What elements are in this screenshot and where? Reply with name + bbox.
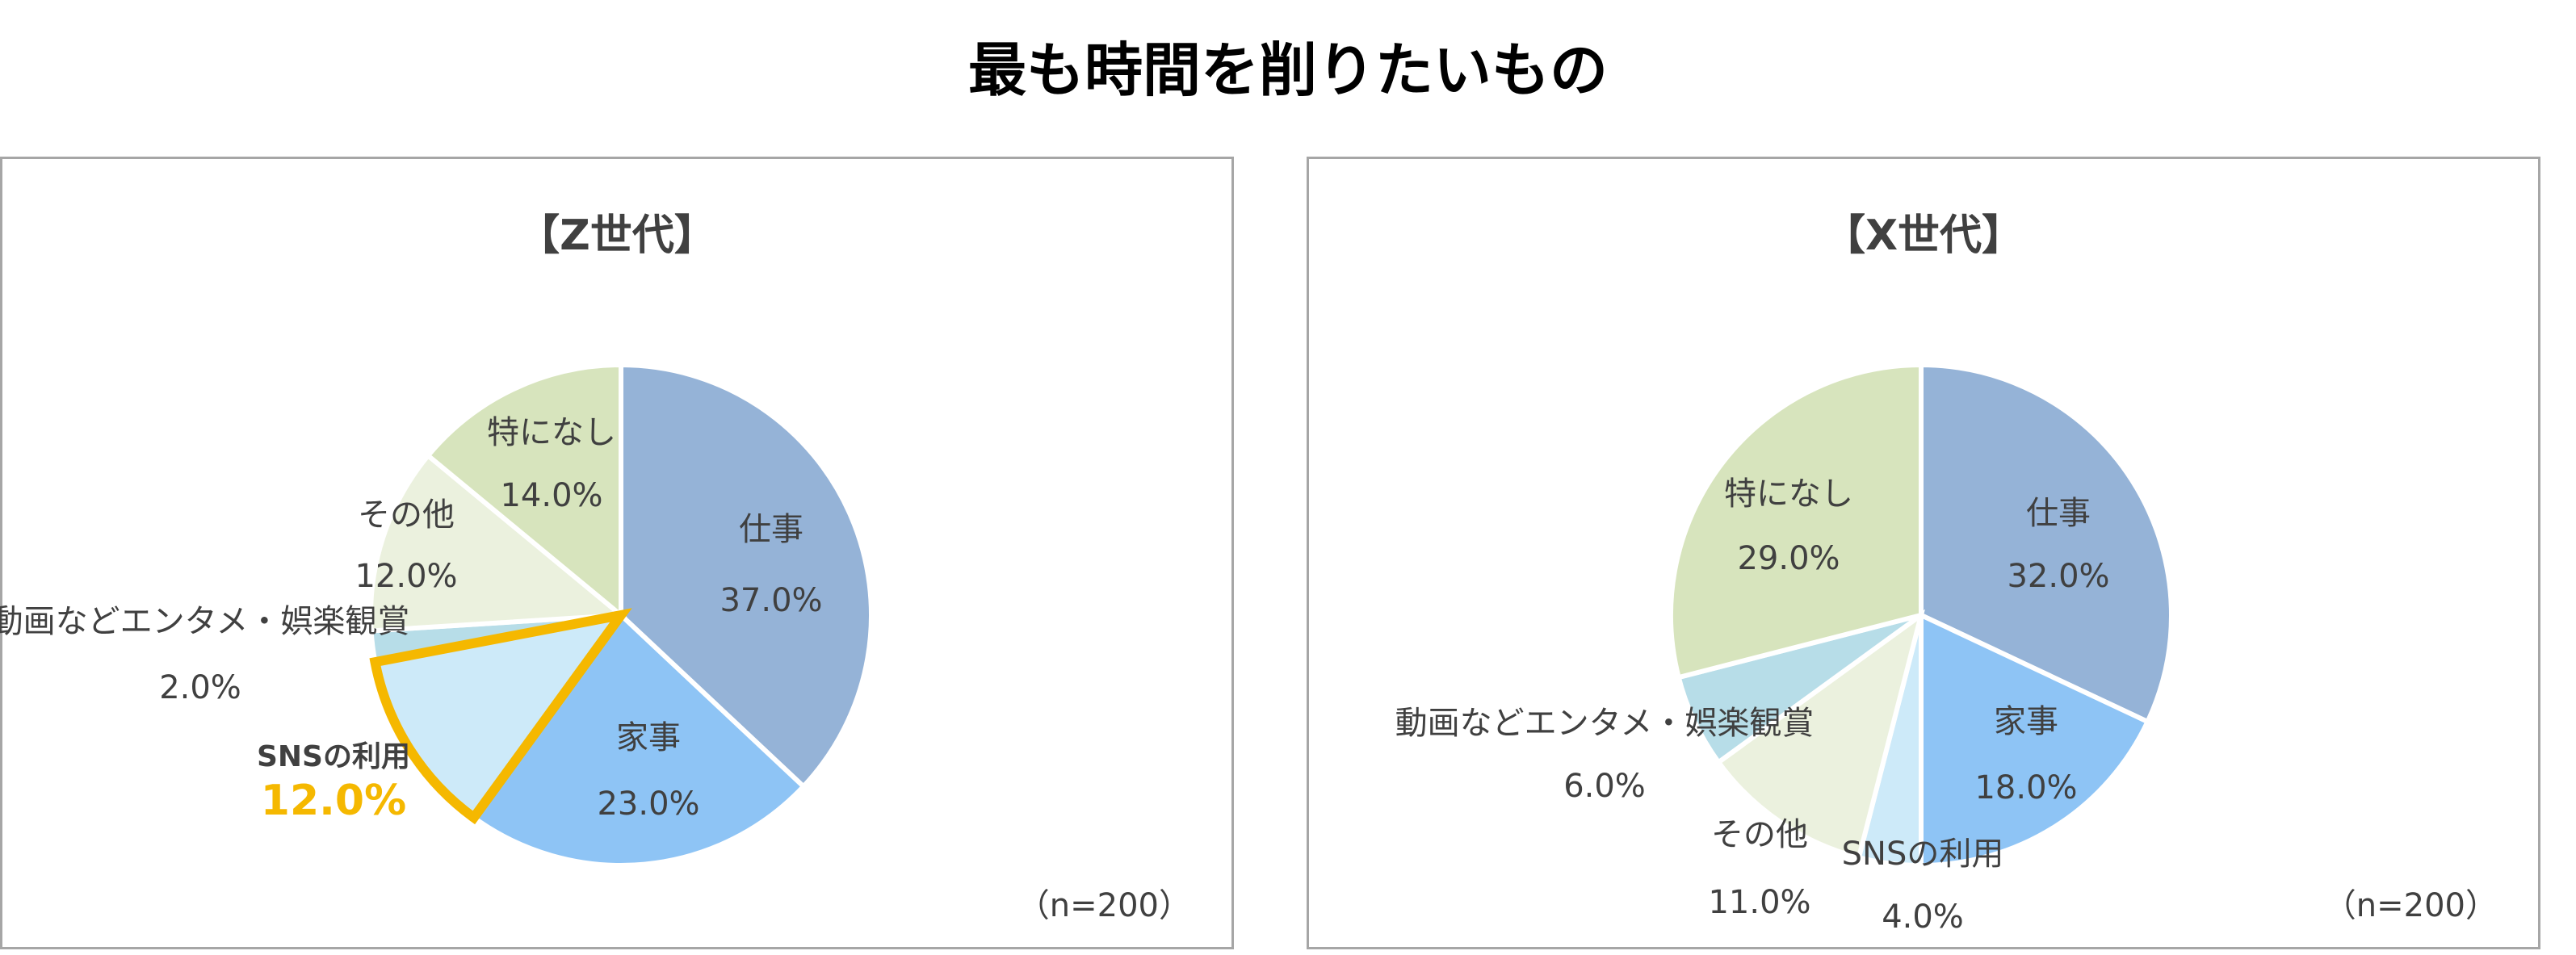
slice-label-other: その他 (1711, 816, 1808, 853)
slice-value-work: 37.0% (720, 582, 822, 619)
slice-value-housework: 18.0% (1974, 769, 2077, 806)
slice-label-nothing-in-particular: 特になし (1724, 475, 1853, 513)
slice-value-other: 12.0% (355, 558, 457, 595)
slice-value-other: 11.0% (1708, 884, 1810, 921)
pie-slice-nothing-in-particular (424, 362, 623, 621)
chart-title-z: 【Z世代】 (518, 212, 716, 260)
slice-value-video-entertainment: 2.0% (159, 669, 241, 706)
pie-chart-z: 仕事 37.0% 家事 23.0% SNSの利用 12.0% 動画などエンタメ・娯楽観賞 2.… (0, 362, 874, 868)
chart-panel-x: 【X世代】 仕事 32.0% 家事 18.0% SNSの利用 4.0% その他 11.0% 動画… (1307, 157, 2540, 949)
slice-label-video-entertainment: 動画などエンタメ・娯楽観賞 (1395, 705, 1815, 742)
slice-label-nothing-in-particular: 特になし (487, 414, 616, 451)
sample-size-z: （n=200） (1017, 887, 1191, 924)
slice-label-work: 仕事 (739, 511, 803, 548)
slice-label-sns: SNSの利用 (257, 740, 410, 773)
slice-value-work: 32.0% (2007, 558, 2109, 595)
pie-slice-housework (1919, 611, 2151, 869)
pie-slice-other (368, 452, 627, 634)
slice-value-nothing-in-particular: 29.0% (1737, 540, 1840, 577)
sample-size-x: （n=200） (2323, 887, 2498, 924)
slice-label-video-entertainment: 動画などエンタメ・娯楽観賞 (0, 603, 409, 640)
chart-panel-z: 【Z世代】 仕事 37.0% 家事 23.0% SNSの利用 12.0% 動画などエンタメ・… (0, 157, 1234, 949)
pie-chart-x: 仕事 32.0% 家事 18.0% SNSの利用 4.0% その他 11.0% 動画などエンタメ… (1395, 362, 2174, 936)
pie-slice-nothing-in-particular (1668, 362, 1924, 681)
slice-label-housework: 家事 (1994, 703, 2058, 740)
pie-slice-other (1715, 609, 1925, 861)
pie-slice-work (1919, 362, 2174, 725)
slice-label-other: その他 (358, 496, 455, 534)
pie-slice-work (619, 362, 874, 790)
slice-value-video-entertainment: 6.0% (1563, 768, 1646, 805)
chart-title-x: 【X世代】 (1823, 212, 2024, 260)
slice-label-housework: 家事 (616, 719, 681, 756)
slice-value-sns: 12.0% (261, 777, 406, 825)
slice-value-nothing-in-particular: 14.0% (500, 477, 602, 514)
slice-value-housework: 23.0% (597, 785, 699, 823)
slice-label-sns: SNSの利用 (1842, 836, 2004, 873)
slice-label-work: 仕事 (2026, 495, 2091, 532)
main-title: 最も時間を削りたいもの (967, 36, 1608, 104)
slice-value-sns: 4.0% (1882, 898, 1964, 936)
pie-slice-housework (470, 611, 808, 868)
highlight-outline (369, 608, 632, 825)
